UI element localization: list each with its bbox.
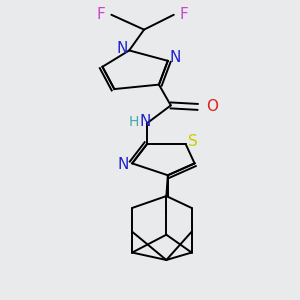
Text: O: O <box>206 99 218 114</box>
Text: S: S <box>188 134 198 148</box>
Text: N: N <box>118 158 129 172</box>
Text: F: F <box>97 7 105 22</box>
Text: N: N <box>140 114 151 129</box>
Text: H: H <box>128 115 139 129</box>
Text: N: N <box>169 50 181 65</box>
Text: F: F <box>180 7 188 22</box>
Text: N: N <box>116 41 128 56</box>
